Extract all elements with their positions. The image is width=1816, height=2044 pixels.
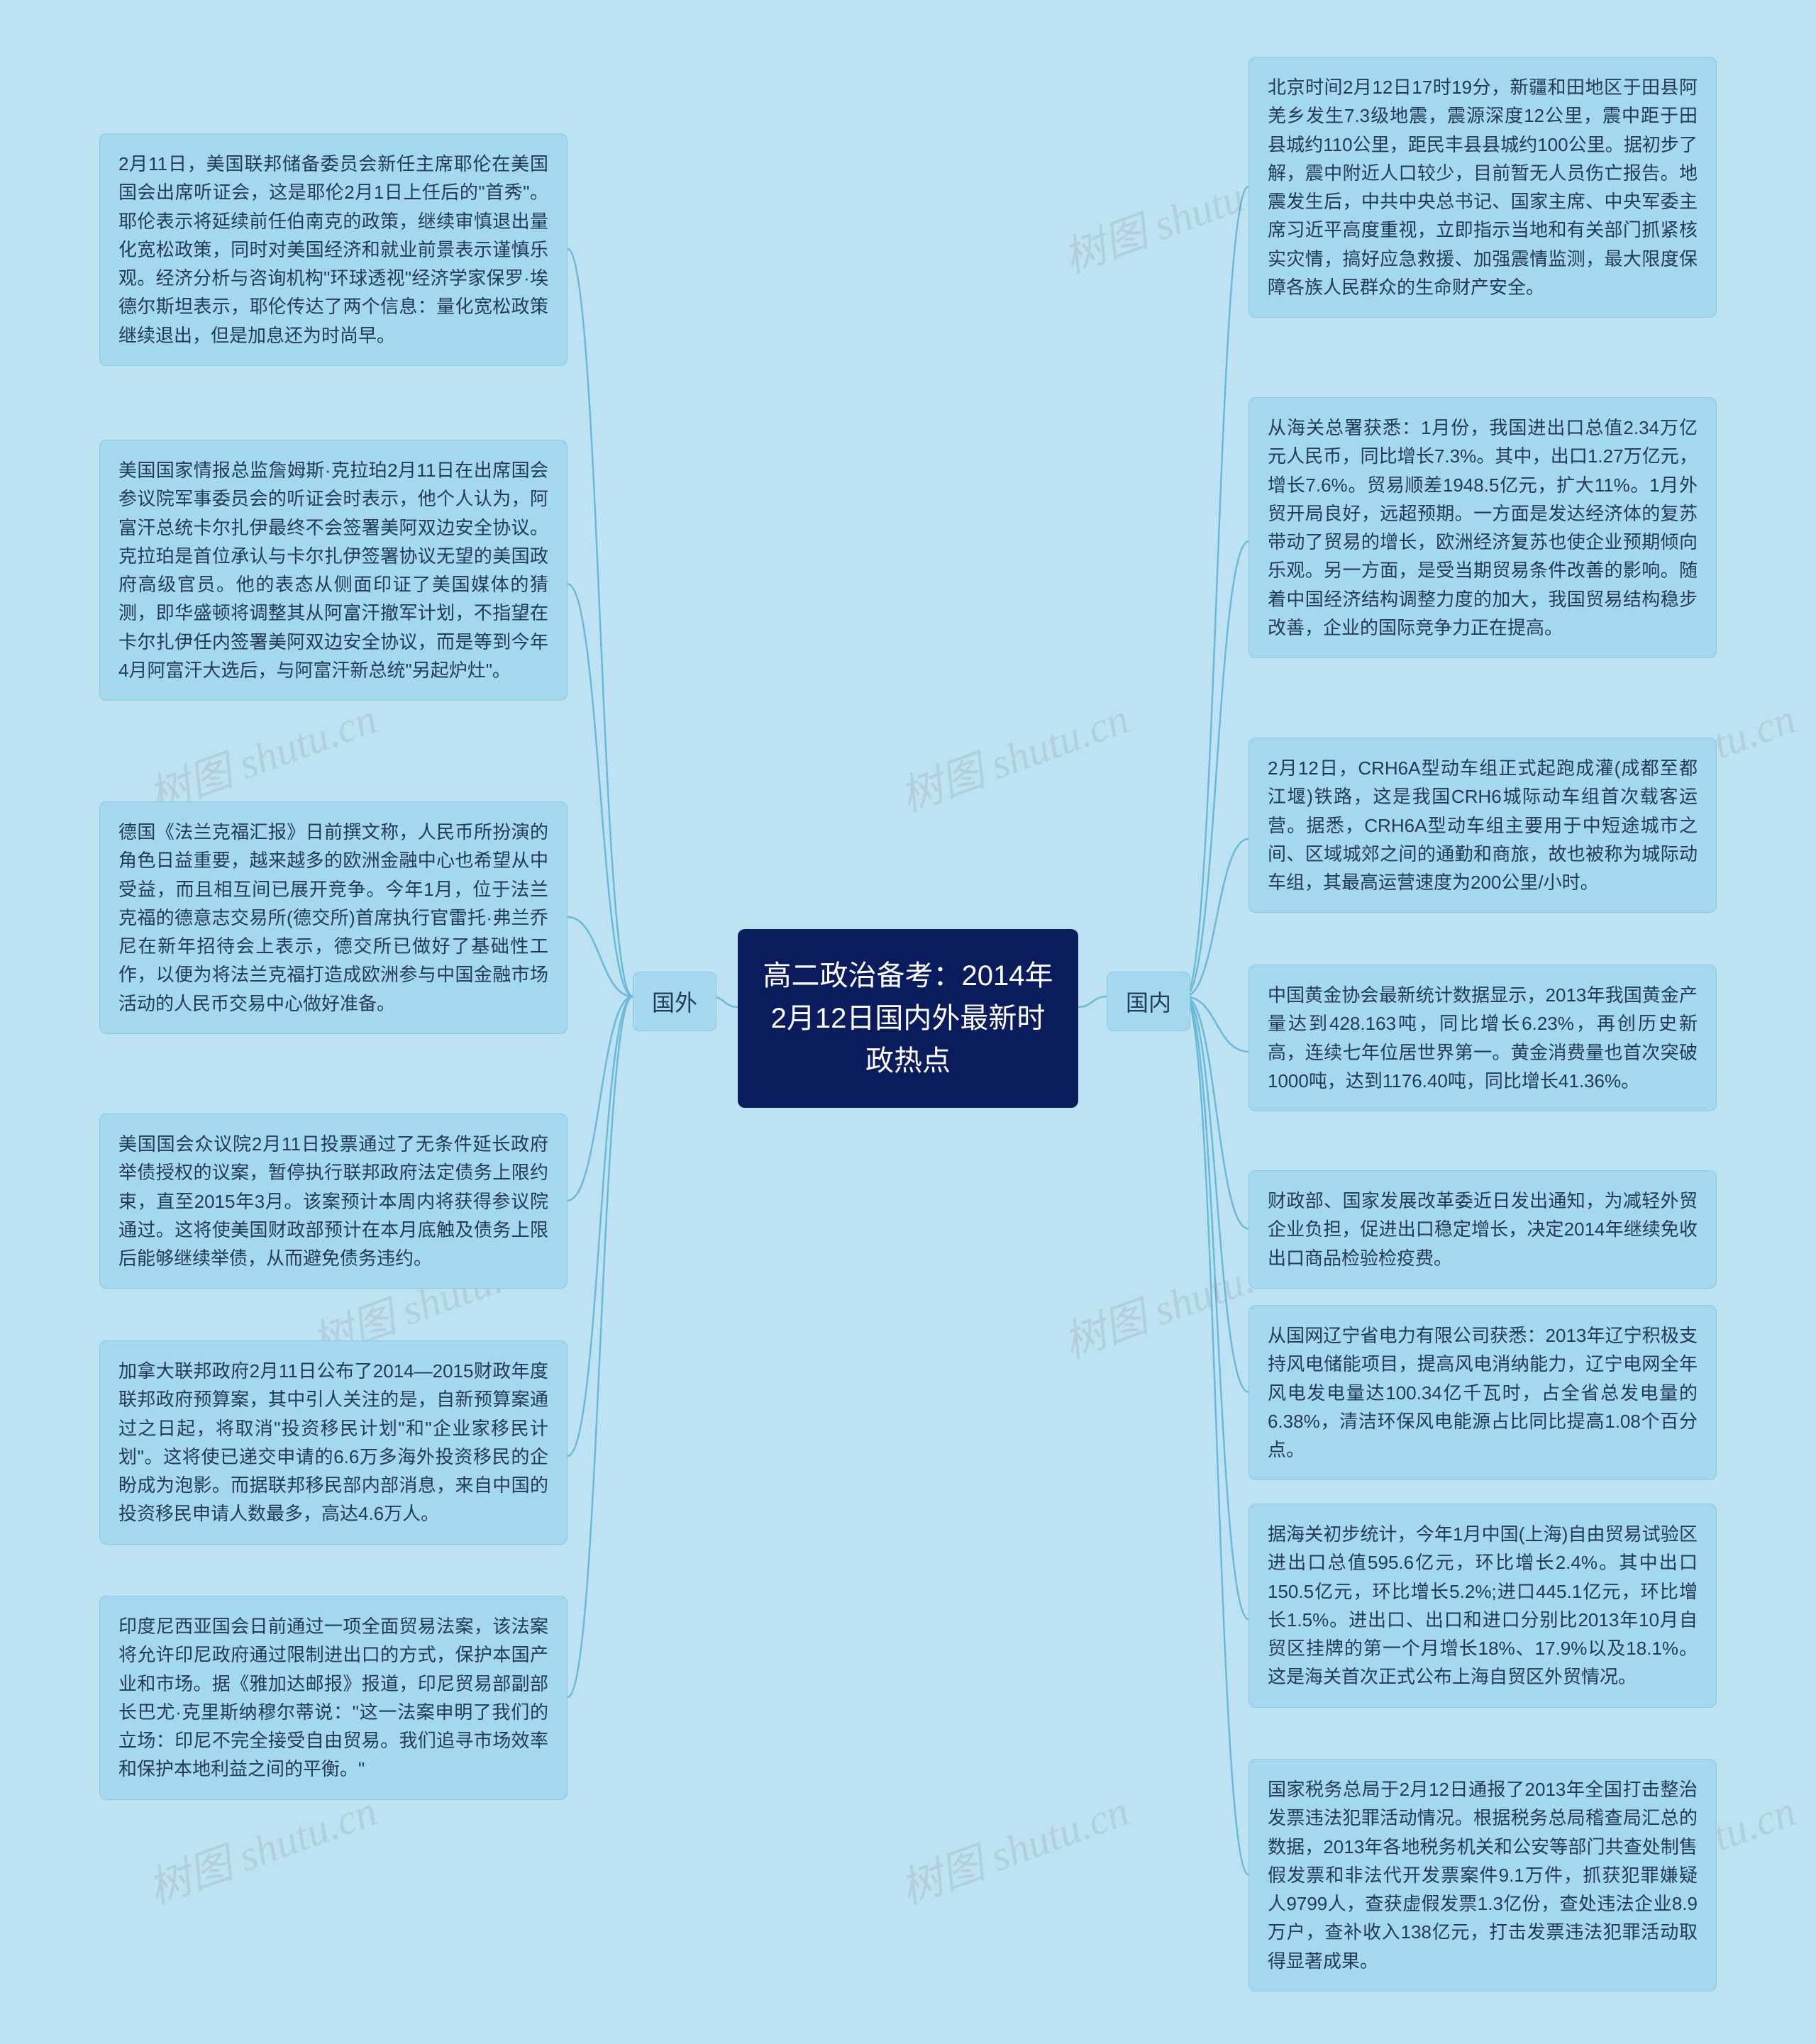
leaf-node: 2月11日，美国联邦储备委员会新任主席耶伦在美国国会出席听证会，这是耶伦2月1日… xyxy=(99,133,568,366)
leaf-node: 印度尼西亚国会日前通过一项全面贸易法案，该法案将允许印尼政府通过限制进出口的方式… xyxy=(99,1596,568,1800)
leaf-node: 加拿大联邦政府2月11日公布了2014—2015财政年度联邦政府预算案，其中引人… xyxy=(99,1340,568,1545)
category-node-foreign: 国外 xyxy=(633,972,716,1031)
leaf-node: 从国网辽宁省电力有限公司获悉：2013年辽宁积极支持风电储能项目，提高风电消纳能… xyxy=(1248,1305,1717,1480)
leaf-node: 德国《法兰克福汇报》日前撰文称，人民币所扮演的角色日益重要，越来越多的欧洲金融中… xyxy=(99,801,568,1034)
leaf-node: 从海关总署获悉：1月份，我国进出口总值2.34万亿元人民币，同比增长7.3%。其… xyxy=(1248,397,1717,658)
leaf-node: 北京时间2月12日17时19分，新疆和田地区于田县阿羌乡发生7.3级地震，震源深… xyxy=(1248,57,1717,318)
leaf-node: 中国黄金协会最新统计数据显示，2013年我国黄金产量达到428.163吨，同比增… xyxy=(1248,965,1717,1111)
category-node-domestic: 国内 xyxy=(1107,972,1190,1031)
leaf-node: 美国国家情报总监詹姆斯·克拉珀2月11日在出席国会参议院军事委员会的听证会时表示… xyxy=(99,440,568,701)
watermark: 树图 shutu.cn xyxy=(890,684,1136,824)
watermark: 树图 shutu.cn xyxy=(890,1777,1136,1916)
center-node: 高二政治备考：2014年2月12日国内外最新时政热点 xyxy=(738,929,1078,1108)
leaf-node: 财政部、国家发展改革委近日发出通知，为减轻外贸企业负担，促进出口稳定增长，决定2… xyxy=(1248,1170,1717,1289)
leaf-node: 据海关初步统计，今年1月中国(上海)自由贸易试验区进出口总值595.6亿元，环比… xyxy=(1248,1504,1717,1708)
mindmap-canvas: 树图 shutu.cn树图 shutu.cn树图 shutu.cn树图 shut… xyxy=(0,0,1816,2044)
leaf-node: 国家税务总局于2月12日通报了2013年全国打击整治发票违法犯罪活动情况。根据税… xyxy=(1248,1759,1717,1992)
leaf-node: 美国国会众议院2月11日投票通过了无条件延长政府举债授权的议案，暂停执行联邦政府… xyxy=(99,1113,568,1289)
leaf-node: 2月12日，CRH6A型动车组正式起跑成灌(成都至都江堰)铁路，这是我国CRH6… xyxy=(1248,738,1717,913)
